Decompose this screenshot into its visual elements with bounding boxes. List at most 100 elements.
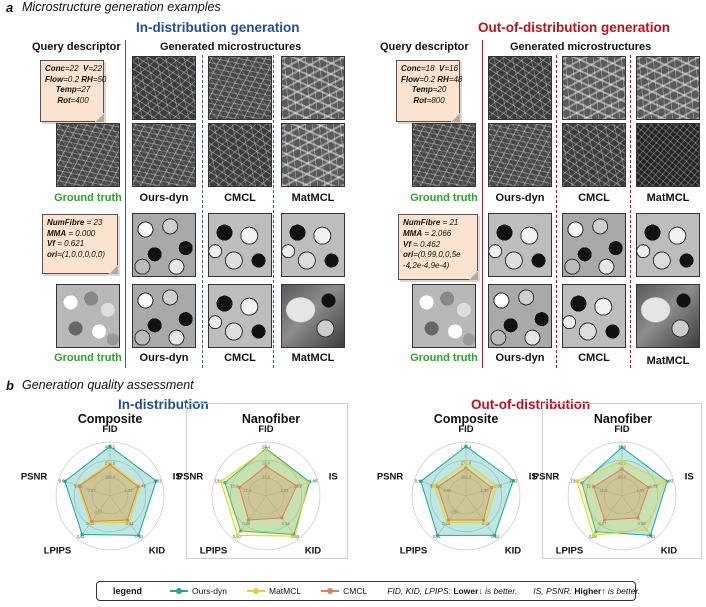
radar-0-series-matmcl bbox=[77, 461, 141, 524]
radar-title-composite-ood: Composite bbox=[433, 412, 499, 426]
nanofiber-ood-cmcl-1 bbox=[562, 56, 626, 120]
composite-in-oursdyn-1 bbox=[132, 213, 196, 277]
nanofiber-in-matmcl-1 bbox=[281, 56, 345, 120]
radar-3-point-matmcl-4 bbox=[575, 479, 579, 483]
radar-0-point-cmcl-0 bbox=[108, 463, 112, 467]
nanofiber-in-oursdyn-1 bbox=[132, 56, 196, 120]
radar-1-tick-fid-0: 29.4 bbox=[262, 444, 271, 449]
radar-1-tick-is-0: 1.96 bbox=[309, 479, 318, 484]
radar-2-point-matmcl-2 bbox=[484, 521, 488, 525]
radar-0-axis-label-is: IS bbox=[173, 472, 182, 483]
panel-a-title: Microstructure generation examples bbox=[22, 0, 221, 14]
radar-2-point-matmcl-1 bbox=[495, 484, 499, 488]
radar-0-tick-lpips-2: 0.57 bbox=[94, 510, 103, 515]
radar-3-tick-psnr-2: 11.5 bbox=[600, 488, 609, 493]
radar-2-spoke-psnr bbox=[414, 478, 467, 497]
radar-1-point-ours-dyn-4 bbox=[223, 481, 227, 485]
radar-0-tick-is-1: 1.48 bbox=[138, 484, 147, 489]
radar-2-tick-is-2: 1.38 bbox=[480, 488, 489, 493]
radar-0-point-cmcl-3 bbox=[89, 519, 94, 523]
radar-2-series-matmcl bbox=[433, 461, 498, 524]
radar-3-point-ours-dyn-3 bbox=[594, 530, 598, 534]
in-distribution-header: In-distribution generation bbox=[136, 20, 300, 35]
legend-item-matmcl: MatMCL bbox=[246, 586, 301, 596]
composite-in-matmcl-2 bbox=[281, 284, 345, 348]
nanofiber-ood-cmcl-2 bbox=[562, 123, 626, 187]
method-label-oursdyn-2: Ours-dyn bbox=[139, 352, 189, 364]
legend-item-cmcl: CMCL bbox=[321, 586, 367, 596]
radar-3-tick-psnr-1: 12.2 bbox=[586, 484, 595, 489]
separator-dashed-4 bbox=[630, 55, 631, 368]
radar-2-tick-psnr-0: 8.18 bbox=[415, 479, 424, 484]
radar-3-axis-label-lpips: LPIPS bbox=[556, 545, 583, 556]
panel-b-title: Generation quality assessment bbox=[22, 378, 194, 392]
radar-1-point-cmcl-4 bbox=[237, 485, 241, 489]
radar-1-tick-fid-1: 29.0 bbox=[262, 461, 271, 466]
ground-truth-label-1: Ground truth bbox=[54, 192, 122, 204]
radar-2-spoke-kid bbox=[465, 495, 499, 540]
legend: legend Ours-dyn MatMCL CMCL FID, KID, LP… bbox=[96, 581, 640, 601]
radar-3-point-ours-dyn-0 bbox=[620, 445, 624, 449]
radar-1-point-cmcl-2 bbox=[280, 516, 284, 520]
composite-ood-oursdyn-1 bbox=[488, 213, 552, 277]
radar-2-point-cmcl-0 bbox=[464, 466, 468, 470]
radar-3-tick-fid-2: 48.4 bbox=[618, 475, 627, 480]
composite-ood-cmcl-2 bbox=[562, 284, 626, 348]
composite-in-matmcl-1 bbox=[281, 213, 345, 277]
radar-1-point-matmcl-0 bbox=[264, 447, 268, 452]
radar-1-axis-label-is: IS bbox=[329, 472, 338, 483]
radar-1-point-cmcl-1 bbox=[295, 484, 299, 488]
legend-note-higher: IS, PSNR: Higher↑ is better. bbox=[533, 586, 641, 596]
separator-query-in bbox=[125, 40, 126, 368]
query-descriptor-composite-in: NumFibre = 23 MMA = 0.000 Vf = 0.621 ori… bbox=[42, 214, 118, 274]
ground-truth-label-4: Ground truth bbox=[410, 352, 478, 364]
composite-in-ground-truth bbox=[56, 284, 120, 348]
radar-0-tick-fid-2: 288.4 bbox=[105, 475, 116, 480]
radar-1-axis-label-lpips: LPIPS bbox=[200, 545, 227, 556]
radar-2-tick-fid-2: 288.3 bbox=[461, 475, 472, 480]
radar-0-point-cmcl-4 bbox=[77, 484, 81, 488]
radar-2-axis-label-lpips: LPIPS bbox=[400, 545, 427, 556]
radar-3-point-ours-dyn-2 bbox=[648, 533, 653, 537]
radar-0-spoke-kid bbox=[109, 495, 143, 540]
nanofiber-in-cmcl-1 bbox=[208, 56, 272, 120]
radar-0-series-ours-dyn bbox=[64, 445, 157, 536]
radar-2-point-cmcl-1 bbox=[490, 486, 494, 490]
radar-1-tick-kid-1: 0.01 bbox=[282, 521, 291, 526]
method-label-oursdyn-4: Ours-dyn bbox=[495, 352, 545, 364]
method-label-matmcl-2: MatMCL bbox=[291, 352, 335, 364]
radar-0-axis-label-fid: FID bbox=[102, 424, 117, 435]
query-descriptor-nanofiber-ood: Conc=18 V=16 Flow=0.2 RH=48 Temp=20 Rot=… bbox=[396, 60, 462, 122]
radar-1-series-matmcl bbox=[220, 448, 309, 537]
radar-1-point-cmcl-0 bbox=[264, 464, 268, 468]
radar-3-point-ours-dyn-4 bbox=[580, 481, 584, 485]
method-label-cmcl-4: CMCL bbox=[578, 352, 610, 364]
radar-0-spoke-psnr bbox=[58, 478, 111, 497]
composite-ood-cmcl-1 bbox=[562, 213, 626, 277]
radar-1-tick-psnr-2: 11.3 bbox=[244, 488, 253, 493]
radar-3-axis-label-kid: KID bbox=[661, 545, 678, 556]
query-descriptor-header-in: Query descriptor bbox=[32, 41, 121, 53]
legend-note-lower: FID, KID, LPIPS: Lower↓ is better. bbox=[387, 586, 518, 596]
radar-1-axis-label-kid: KID bbox=[305, 545, 322, 556]
separator-query-ood bbox=[482, 40, 483, 368]
radar-3-tick-fid-1: 43.3 bbox=[618, 461, 627, 466]
radar-0-point-ours-dyn-1 bbox=[154, 479, 158, 483]
radar-3-point-cmcl-1 bbox=[647, 485, 651, 489]
radar-0-point-ours-dyn-2 bbox=[136, 533, 141, 537]
radar-2-axis-label-fid: FID bbox=[458, 424, 473, 435]
radar-1-point-ours-dyn-3 bbox=[239, 529, 243, 533]
nanofiber-ood-matmcl-1 bbox=[636, 56, 700, 120]
radar-0-point-cmcl-1 bbox=[136, 485, 140, 489]
panel-b-letter: b bbox=[6, 378, 14, 393]
composite-ood-ground-truth bbox=[412, 284, 476, 348]
radar-2-point-cmcl-2 bbox=[481, 518, 486, 522]
radar-3-series-cmcl bbox=[593, 468, 650, 521]
radar-3-point-matmcl-3 bbox=[591, 533, 596, 537]
radar-3-point-cmcl-3 bbox=[602, 518, 607, 522]
radar-2-axis-label-is: IS bbox=[529, 472, 538, 483]
radar-2-spoke-lpips bbox=[433, 495, 467, 540]
composite-in-cmcl-2 bbox=[208, 284, 272, 348]
radar-0-point-ours-dyn-3 bbox=[80, 532, 84, 537]
